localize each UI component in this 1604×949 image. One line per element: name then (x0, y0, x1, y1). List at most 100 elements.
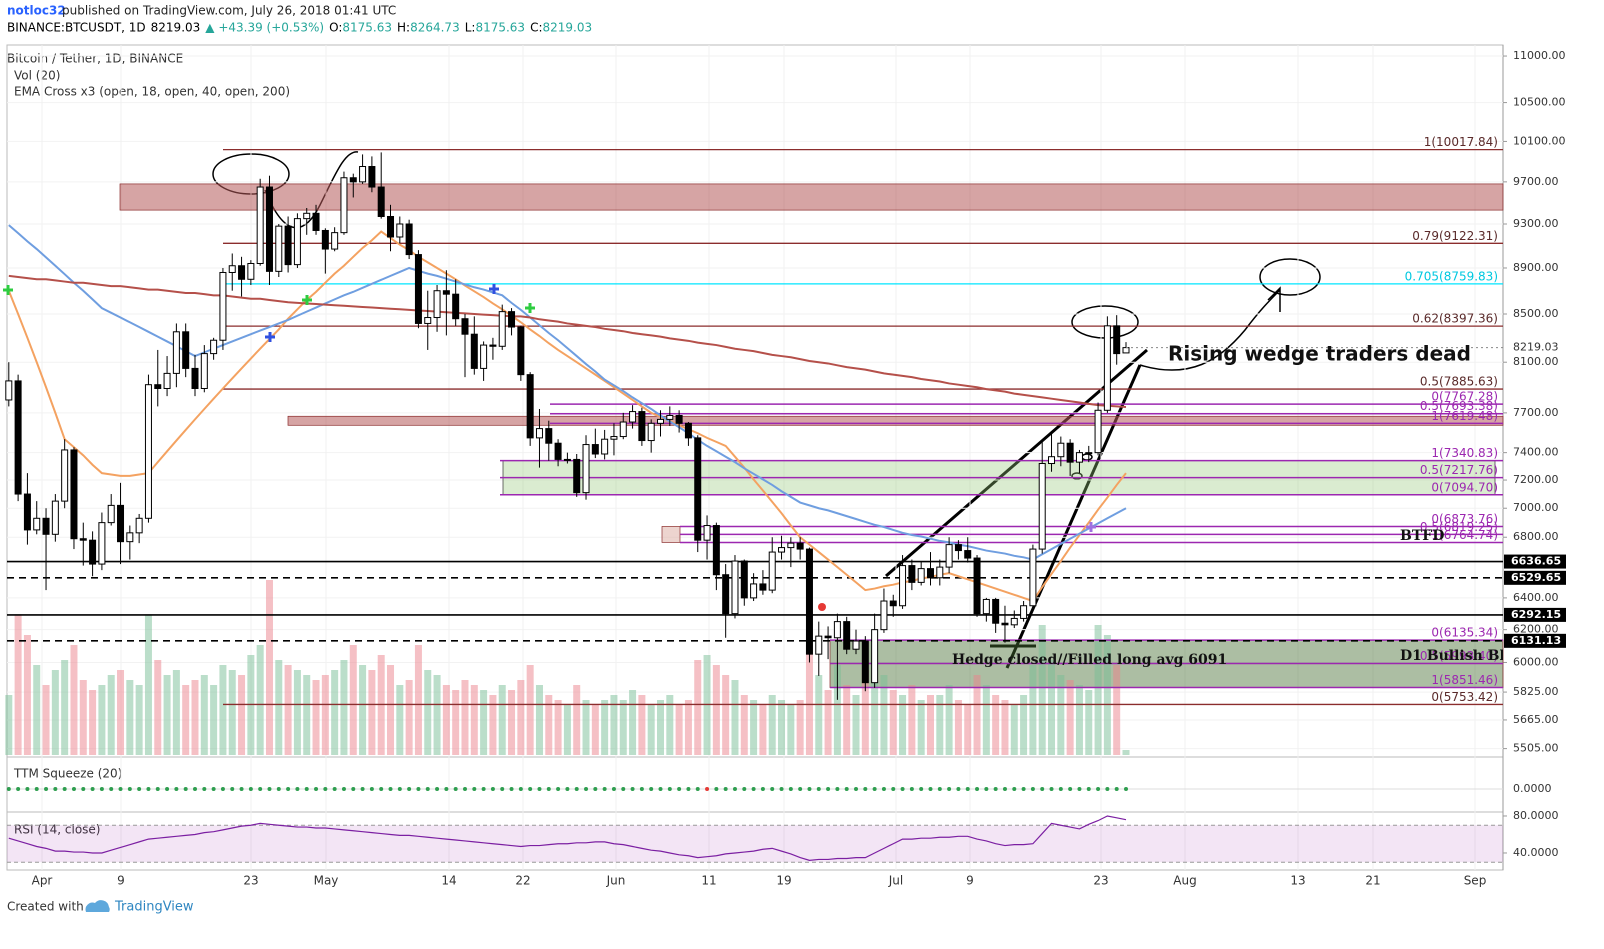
candle-body (480, 344, 488, 369)
squeeze-dot (649, 787, 654, 791)
volume-bar (228, 670, 236, 755)
candle-body (610, 436, 618, 440)
squeeze-dot (416, 787, 421, 791)
fib-label: 0.5(7217.76) (1420, 463, 1498, 477)
candle-body (833, 621, 841, 639)
candle-body (582, 444, 590, 494)
annotation: D1 Bullish Block (1400, 648, 1533, 664)
squeeze-dot (435, 787, 440, 791)
annotation: Rising wedge traders dead (1168, 342, 1471, 366)
chart-title: Bitcoin / Tether, 1D, BINANCE (7, 52, 183, 66)
squeeze-dot (695, 787, 700, 791)
price-tag (1504, 554, 1566, 569)
candle-body (889, 600, 897, 607)
rsi-band (7, 825, 1503, 863)
rsi-title: RSI (14, close) (14, 823, 100, 837)
volume-bar (1113, 665, 1121, 755)
price-tag-label: 6292.15 (1511, 608, 1561, 621)
candle-body (675, 414, 683, 424)
quote: L: (465, 21, 476, 35)
squeeze-dot (379, 787, 384, 791)
squeeze-dot (193, 787, 197, 791)
candle-body (144, 384, 152, 519)
indicator: Vol (20) (14, 69, 60, 83)
volume-bar (852, 695, 860, 755)
last-price-label: 8219.03 (1513, 341, 1559, 354)
candle-body (694, 437, 702, 541)
volume-bar (945, 685, 953, 755)
volume-bar (265, 580, 273, 755)
annotation: BTFD (1400, 528, 1444, 544)
candle-body (517, 326, 525, 376)
volume-bar (824, 690, 832, 755)
candle-body (191, 367, 199, 389)
candle-body (740, 560, 748, 599)
squeeze-dot (732, 787, 737, 791)
candle-body (414, 254, 422, 324)
squeeze-dot (1012, 787, 1017, 791)
candle-body (210, 339, 218, 355)
candle-body (563, 458, 571, 461)
logo (85, 900, 110, 912)
candle-body (619, 421, 627, 438)
candle-body (228, 265, 236, 273)
volume-bar (629, 690, 637, 755)
volume-bar (163, 675, 171, 755)
x-tick-label: 22 (515, 874, 530, 888)
indicator: EMA Cross x3 (open, 18, open, 40, open, … (14, 85, 290, 99)
volume-bar (191, 680, 199, 755)
volume-bar (79, 680, 87, 755)
candle-body (247, 262, 255, 280)
squeeze-dot (276, 787, 281, 791)
volume-bar (414, 645, 422, 755)
volume-bar (684, 700, 692, 755)
squeeze-dot (947, 787, 952, 791)
candle-body (349, 177, 357, 183)
volume-bar (545, 695, 553, 755)
volume-bar (284, 665, 292, 755)
squeeze-dot (714, 787, 719, 791)
author[interactable]: notloc32 (7, 4, 66, 18)
candle-body (265, 186, 273, 272)
volume-bar (154, 660, 162, 755)
squeeze-dot (1021, 787, 1026, 791)
candle-body (768, 551, 776, 591)
drawn-ellipse (1259, 258, 1321, 296)
candle-body (1010, 617, 1018, 626)
squeeze-dot (81, 787, 86, 791)
squeeze-dot (705, 787, 710, 791)
volume-bar (70, 645, 78, 755)
volume-bar (312, 680, 320, 755)
fib-label: 0(5753.42) (1431, 690, 1498, 704)
x-tick-label: Apr (32, 874, 53, 888)
volume-bar (1085, 690, 1093, 755)
brand[interactable]: TradingView (114, 900, 194, 915)
candle-body (377, 186, 385, 217)
quote: 8219.03 (542, 21, 592, 35)
candle-body (331, 232, 339, 250)
squeeze-dot (937, 787, 942, 791)
volume-bar (1094, 625, 1102, 755)
candle-body (1085, 452, 1093, 455)
candle-body (722, 574, 730, 615)
candle-body (703, 525, 711, 541)
signal-marker (489, 284, 499, 294)
candle-body (135, 517, 143, 534)
y-tick-label: 5665.00 (1513, 713, 1559, 726)
fib-label: 0.62(8397.36) (1412, 312, 1498, 326)
squeeze-dot (202, 787, 207, 791)
volume-bar (1029, 665, 1037, 755)
squeeze-dot (183, 787, 188, 791)
volume-bar (722, 675, 730, 755)
candle-body (657, 418, 664, 424)
squeeze-dot (1124, 787, 1128, 791)
squeeze-dot (90, 787, 95, 791)
candle-body (172, 331, 180, 374)
candle-body (750, 583, 758, 599)
y-tick-label: 7400.00 (1513, 446, 1559, 459)
candle-body (796, 542, 804, 550)
candle-body (14, 380, 22, 495)
squeeze-dot (425, 787, 430, 791)
volume-bar (61, 660, 69, 755)
